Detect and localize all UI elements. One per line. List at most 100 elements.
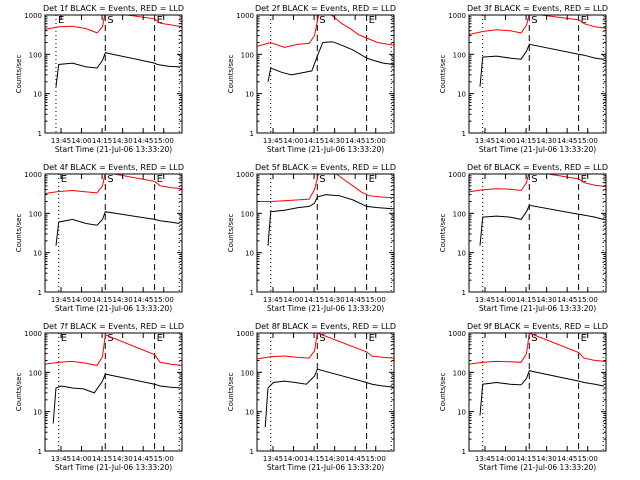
- x-tick-label: 14:15: [516, 137, 536, 145]
- y-tick-label: 1000: [236, 12, 254, 20]
- y-tick-label: 1: [462, 289, 466, 297]
- y-tick-label: 100: [241, 210, 254, 218]
- y-axis-label: Counts/sec: [439, 55, 447, 94]
- series-line-events: [267, 41, 394, 82]
- series-line-lld: [45, 334, 182, 366]
- x-tick-label: 13:45: [51, 137, 71, 145]
- panel-det-4: Det 4f BLACK = Events, RED = LLD E S E 1 10 10…: [15, 163, 184, 313]
- marker-label: S: [319, 15, 325, 26]
- y-tick-label: 1: [38, 130, 42, 138]
- series-line-events: [264, 368, 394, 428]
- y-tick-label: 1000: [24, 12, 42, 20]
- series-group: [257, 333, 394, 428]
- plot-frame: [256, 332, 395, 452]
- series-line-lld: [469, 15, 606, 35]
- panel-title: Det 9f BLACK = Events, RED = LLD: [467, 322, 608, 331]
- x-tick-label: 15:00: [366, 137, 386, 145]
- y-tick-label: 1: [462, 448, 466, 456]
- marker-label: E: [369, 15, 375, 26]
- y-tick-label: 1: [250, 289, 254, 297]
- x-axis-label: Start Time (21-Jul-06 13:33:20): [479, 145, 596, 154]
- panel-det-3: Det 3f BLACK = Events, RED = LLD S E 1 10 100…: [439, 4, 608, 154]
- series-line-lld: [257, 333, 394, 360]
- y-tick-label: 10: [245, 250, 254, 258]
- y-tick-label: 1000: [236, 171, 254, 179]
- x-axis-label: Start Time (21-Jul-06 13:33:20): [55, 304, 172, 313]
- panel-det-5: Det 5f BLACK = Events, RED = LLD S E 1 10 100…: [227, 163, 396, 313]
- x-tick-label: 14:00: [495, 137, 515, 145]
- x-tick-label: 15:00: [366, 455, 386, 463]
- marker-label: S: [107, 15, 113, 26]
- x-tick-label: 14:45: [133, 137, 153, 145]
- y-tick-label: 100: [29, 369, 42, 377]
- x-tick-label: 14:15: [92, 137, 112, 145]
- x-tick-label: 14:30: [113, 296, 133, 304]
- x-tick-label: 14:45: [133, 296, 153, 304]
- panel-title: Det 8f BLACK = Events, RED = LLD: [255, 322, 396, 331]
- marker-label: E: [581, 174, 587, 185]
- series-line-events: [267, 194, 394, 246]
- x-tick-label: 14:30: [113, 455, 133, 463]
- y-axis-label: Counts/sec: [227, 373, 235, 412]
- y-tick-label: 1: [462, 130, 466, 138]
- x-tick-label: 13:45: [475, 137, 495, 145]
- series-line-lld: [469, 174, 606, 193]
- x-tick-label: 14:15: [92, 296, 112, 304]
- y-tick-label: 10: [245, 91, 254, 99]
- x-tick-label: 14:15: [304, 137, 324, 145]
- x-tick-label: 14:45: [345, 137, 365, 145]
- y-axis-label: Counts/sec: [15, 214, 23, 253]
- panel-title: Det 2f BLACK = Events, RED = LLD: [255, 4, 396, 13]
- x-tick-label: 14:45: [345, 296, 365, 304]
- plot-frame: [468, 173, 607, 293]
- x-tick-label: 15:00: [366, 296, 386, 304]
- series-group: [45, 334, 182, 424]
- x-tick-label: 14:45: [133, 455, 153, 463]
- marker-label: E: [61, 333, 67, 344]
- y-tick-label: 1000: [24, 171, 42, 179]
- series-line-events: [55, 211, 180, 246]
- x-tick-label: 14:30: [113, 137, 133, 145]
- x-tick-label: 15:00: [578, 296, 598, 304]
- y-axis-label: Counts/sec: [439, 373, 447, 412]
- y-axis-label: Counts/sec: [227, 55, 235, 94]
- series-line-events: [479, 204, 604, 246]
- series-line-lld: [257, 174, 394, 202]
- y-tick-label: 10: [245, 409, 254, 417]
- marker-label: E: [369, 333, 375, 344]
- x-tick-label: 14:45: [557, 455, 577, 463]
- series-group: [469, 333, 606, 416]
- x-tick-label: 15:00: [154, 137, 174, 145]
- panel-title: Det 4f BLACK = Events, RED = LLD: [43, 163, 184, 172]
- marker-label: E: [157, 15, 163, 26]
- x-tick-label: 14:00: [283, 137, 303, 145]
- x-tick-label: 14:30: [537, 296, 557, 304]
- panel-title: Det 3f BLACK = Events, RED = LLD: [467, 4, 608, 13]
- panel-title: Det 7f BLACK = Events, RED = LLD: [43, 322, 184, 331]
- x-tick-label: 14:00: [495, 296, 515, 304]
- y-tick-label: 10: [33, 409, 42, 417]
- x-tick-label: 14:15: [304, 296, 324, 304]
- marker-label: S: [531, 333, 537, 344]
- series-line-events: [52, 373, 182, 424]
- x-axis-label: Start Time (21-Jul-06 13:33:20): [55, 463, 172, 472]
- x-tick-label: 14:30: [537, 455, 557, 463]
- series-group: [45, 15, 182, 87]
- x-tick-label: 14:30: [325, 296, 345, 304]
- x-axis-label: Start Time (21-Jul-06 13:33:20): [479, 304, 596, 313]
- x-tick-label: 14:45: [345, 455, 365, 463]
- x-tick-label: 14:30: [537, 137, 557, 145]
- x-tick-label: 14:00: [71, 296, 91, 304]
- x-tick-label: 13:45: [263, 296, 283, 304]
- x-axis-label: Start Time (21-Jul-06 13:33:20): [55, 145, 172, 154]
- x-tick-label: 14:00: [283, 455, 303, 463]
- x-tick-label: 13:45: [475, 296, 495, 304]
- panel-title: Det 5f BLACK = Events, RED = LLD: [255, 163, 396, 172]
- y-tick-label: 100: [453, 210, 466, 218]
- series-line-events: [55, 52, 180, 87]
- x-tick-label: 13:45: [51, 455, 71, 463]
- x-tick-label: 15:00: [578, 455, 598, 463]
- series-group: [257, 174, 394, 246]
- x-axis-label: Start Time (21-Jul-06 13:33:20): [479, 463, 596, 472]
- y-tick-label: 10: [33, 250, 42, 258]
